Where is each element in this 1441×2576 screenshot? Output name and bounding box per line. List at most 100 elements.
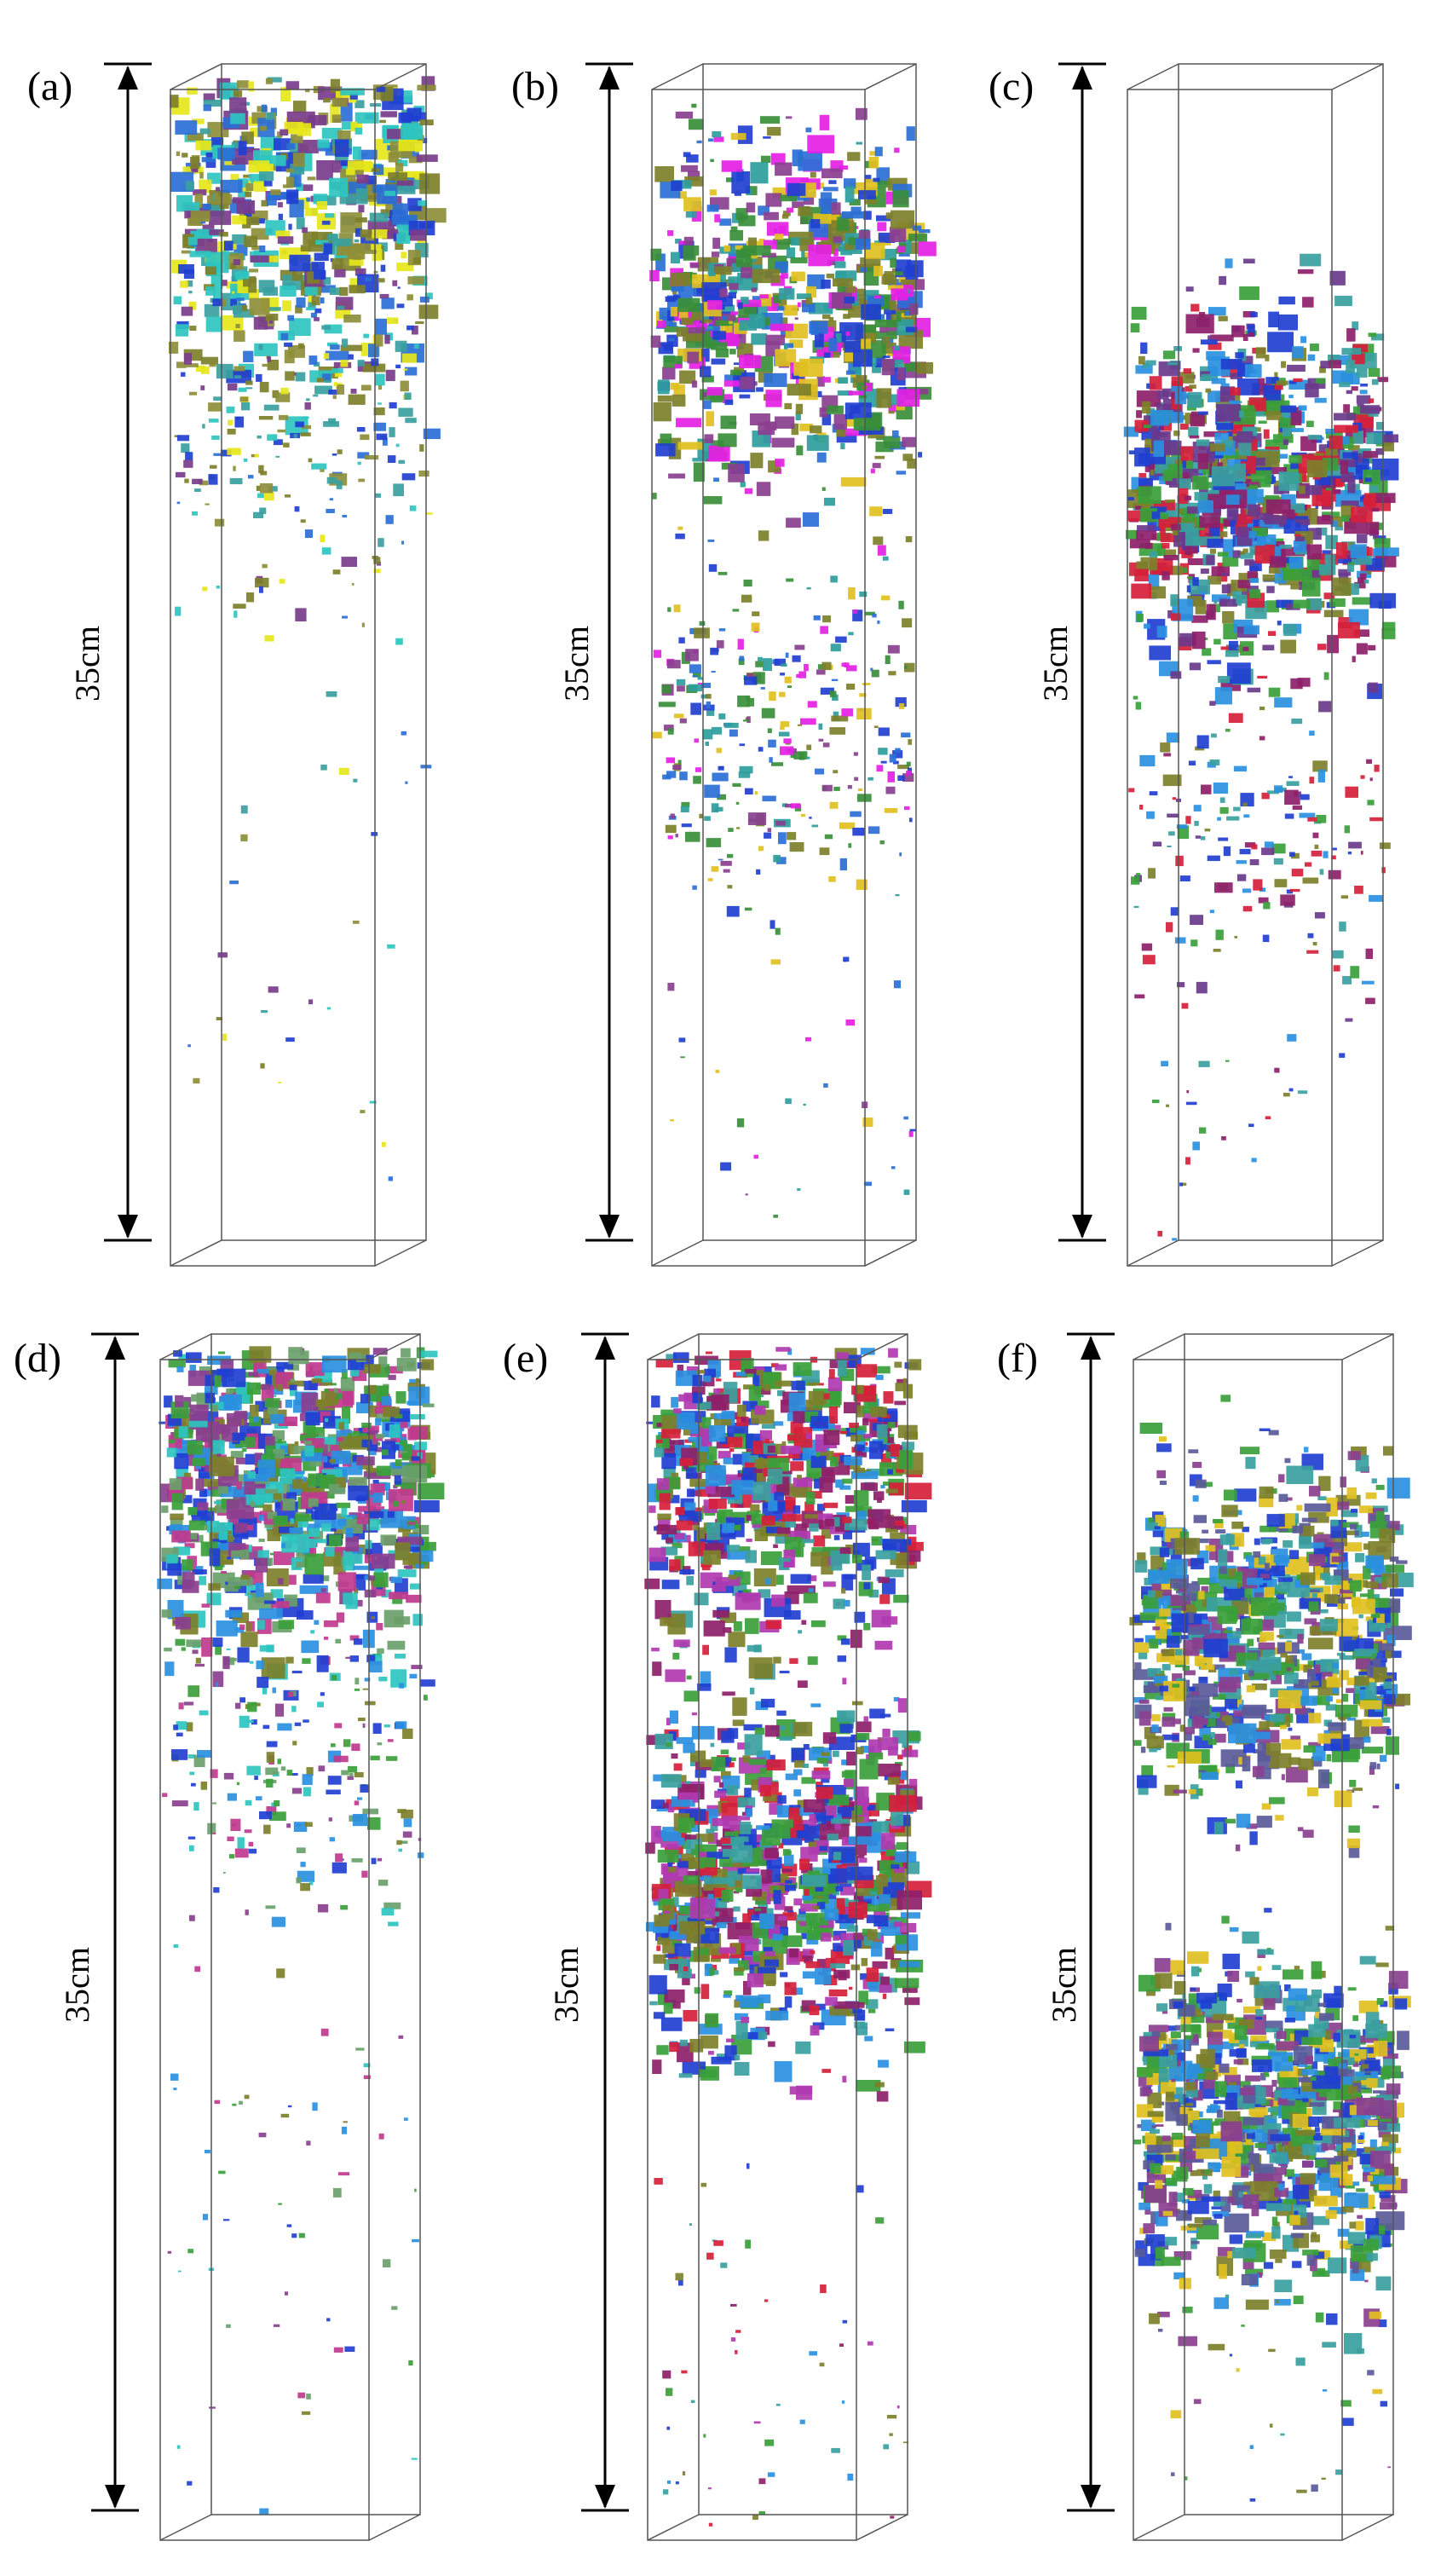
particle [325,1418,329,1423]
particle [1375,547,1399,557]
particle [180,280,188,288]
particle [372,1480,379,1484]
particle [1274,879,1288,887]
particle [392,280,398,286]
particle [1332,488,1341,494]
particle [183,1472,192,1478]
particle [265,313,279,321]
particle [1131,306,1147,321]
particle [1309,777,1315,784]
particle [1352,597,1372,605]
particle [315,1592,331,1603]
particle [323,421,340,427]
particle [769,691,776,702]
particle [401,251,407,259]
particle [756,482,771,496]
particle [320,285,336,293]
particle [403,368,408,371]
particle [1304,862,1312,867]
particle [226,406,235,413]
particle [1318,701,1332,713]
particle [918,241,937,257]
particle [389,427,395,437]
panel-b-box-edge [864,1239,917,1267]
particle [314,252,329,262]
particle [758,747,764,752]
particle [1213,638,1221,645]
particle [739,656,745,661]
particle [239,210,249,221]
particle [357,452,370,459]
panel-d-scale-arrowhead-top [105,1336,125,1360]
particle [342,257,349,269]
particle [187,1507,198,1516]
particle [708,272,716,276]
particle [1138,355,1145,365]
particle [726,1545,741,1552]
particle [1139,805,1144,810]
particle [1368,644,1376,650]
particle [295,1557,303,1562]
particle [377,1857,383,1862]
particle [1356,367,1368,378]
particle [205,503,210,505]
particle [395,1459,402,1466]
particle [654,166,674,182]
particle [234,1522,247,1533]
particle [387,129,404,140]
particle [284,122,303,135]
particle [1257,675,1268,679]
particle [187,1044,191,1048]
particle [194,193,203,208]
panel-c-scale-arrowhead-bottom [1072,1215,1092,1239]
particle [904,1997,920,2006]
particle [176,151,181,156]
particle [302,184,314,191]
panel-c-box-edge [1127,1239,1179,1267]
particle [1221,584,1231,594]
particle [712,726,723,735]
particle [853,349,873,367]
particle [336,245,357,257]
particle [654,1447,665,1458]
particle [1210,443,1225,452]
particle [673,1639,690,1648]
particle [409,1583,421,1590]
particle [1363,580,1369,584]
particle [294,1441,299,1445]
particle [765,390,782,407]
particle [1251,1158,1257,1163]
particle [1213,949,1221,952]
particle [214,518,225,527]
particle [249,276,256,284]
particle [739,355,761,368]
particle [387,455,396,463]
particle [858,190,876,199]
particle [906,761,911,766]
particle [306,2140,311,2146]
particle [1207,539,1224,548]
particle [192,118,205,124]
particle [1218,676,1231,684]
particle [280,87,291,101]
particle [803,1103,806,1106]
particle [293,101,307,113]
particle [898,703,905,709]
particle [823,352,831,358]
particle [1312,832,1319,839]
particle [834,261,846,269]
particle [1134,448,1150,467]
particle [901,1499,927,1513]
particle [1340,460,1348,474]
particle [807,274,825,290]
particle [1209,701,1216,706]
particle [1288,1088,1294,1092]
particle [1336,542,1347,559]
particle [1259,706,1265,711]
particle [289,1384,297,1390]
particle [764,1383,770,1391]
particle [739,394,751,399]
particle [176,1366,184,1372]
particle [751,622,760,632]
